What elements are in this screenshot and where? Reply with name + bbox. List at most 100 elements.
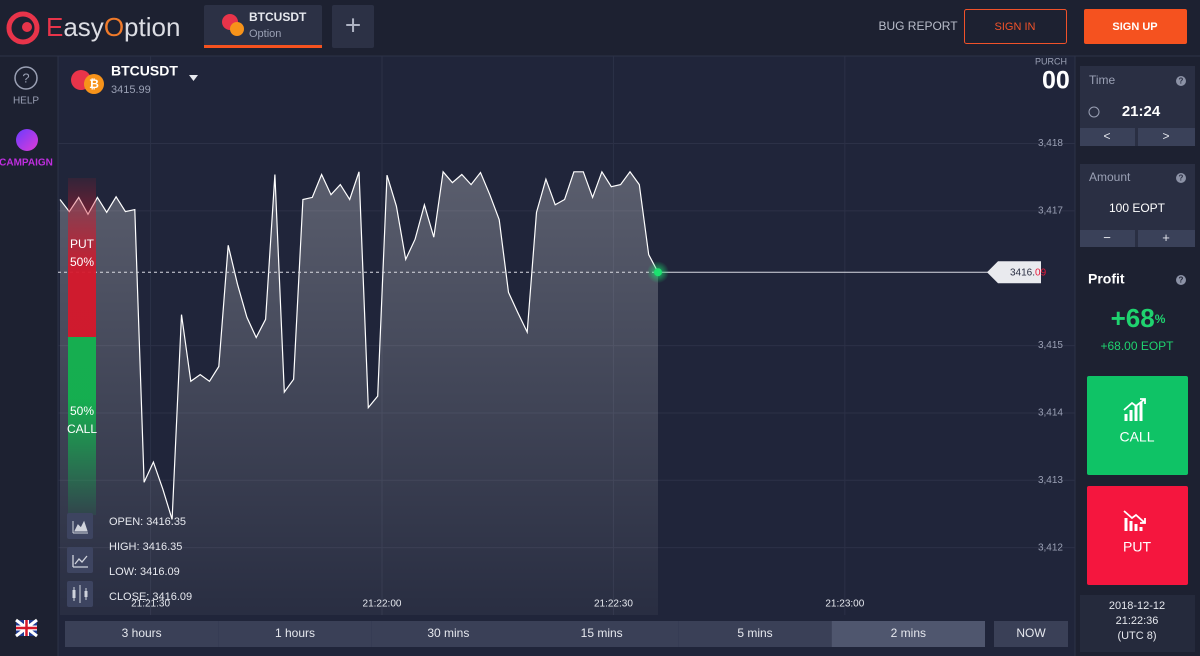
add-tab-background bbox=[332, 5, 374, 48]
asset-tab[interactable]: BTCUSDT Option bbox=[204, 5, 322, 48]
add-tab-icon: + bbox=[345, 9, 361, 40]
x-tick-label: 21:21:30 bbox=[131, 599, 170, 610]
call-percent: 50% bbox=[70, 404, 94, 418]
amount-help-mark: ? bbox=[1179, 174, 1184, 183]
put-icon-bars bbox=[1124, 518, 1143, 531]
price-area bbox=[60, 171, 658, 616]
call-sentiment bbox=[68, 337, 96, 515]
ohlc-line: LOW: 3416.09 bbox=[109, 566, 180, 578]
line-chart-icon bbox=[72, 555, 88, 568]
sign-in-border bbox=[964, 9, 1067, 44]
profit-help-icon[interactable] bbox=[1176, 275, 1186, 285]
bug-report-link[interactable]: BUG REPORT bbox=[878, 19, 958, 33]
tab-underline bbox=[204, 45, 322, 48]
tab-icon-btc bbox=[230, 22, 244, 36]
price-tag-text: 3416.09 bbox=[1010, 267, 1047, 278]
help-label: HELP bbox=[13, 96, 39, 107]
timeframe-button[interactable] bbox=[831, 621, 985, 647]
ohlc-line: HIGH: 3416.35 bbox=[109, 541, 182, 553]
call-button[interactable]: CALL bbox=[1087, 376, 1188, 475]
amount-plus-label: + bbox=[1162, 230, 1170, 245]
asset-icon-glyph: ₿ bbox=[89, 77, 99, 91]
server-date: 2018-12-12 bbox=[1109, 600, 1165, 612]
candle-chart-body bbox=[72, 590, 76, 598]
price-tag-decimals: 09 bbox=[1035, 267, 1047, 278]
logo-letter: E bbox=[46, 12, 63, 42]
x-tick-label: 21:22:30 bbox=[594, 599, 633, 610]
timeframe-button[interactable] bbox=[525, 621, 679, 647]
sentiment-bar: PUT 50% 50% CALL bbox=[67, 178, 97, 515]
add-tab-button[interactable]: + bbox=[332, 5, 374, 48]
profit-help-mark: ? bbox=[1179, 276, 1184, 285]
time-next-label: > bbox=[1162, 129, 1169, 143]
chart-type-buttons bbox=[67, 513, 93, 607]
x-tick-label: 21:22:00 bbox=[363, 599, 402, 610]
amount-minus-button[interactable] bbox=[1080, 230, 1135, 247]
price-line bbox=[59, 170, 659, 520]
y-tick-label: 3,417 bbox=[1038, 206, 1063, 217]
put-percent: 50% bbox=[70, 255, 94, 269]
amount-label: Amount bbox=[1089, 170, 1131, 184]
server-timezone: (UTC 8) bbox=[1117, 630, 1156, 642]
time-prev-label: < bbox=[1103, 129, 1110, 143]
asset-icon-btc bbox=[84, 74, 104, 94]
timeframe-bar: 3 hours 1 hours 30 mins 15 mins 5 mins 2 mins bbox=[65, 621, 985, 647]
timeframe-button[interactable] bbox=[678, 621, 832, 647]
price-tag-integer: 3416. bbox=[1010, 267, 1035, 278]
help-button[interactable]: ? HELP bbox=[13, 66, 39, 107]
time-help-mark: ? bbox=[1179, 77, 1184, 86]
tab-kind: Option bbox=[249, 28, 281, 40]
time-box: Time ? 21:24 < > bbox=[1080, 66, 1195, 146]
server-time: 2018-12-12 21:22:36 (UTC 8) bbox=[1080, 595, 1195, 652]
asset-dropdown-caret bbox=[189, 75, 198, 81]
call-label: CALL bbox=[67, 422, 97, 436]
y-tick-label: 3,412 bbox=[1038, 542, 1063, 553]
sign-in-button[interactable]: SIGN IN bbox=[964, 9, 1067, 44]
ohlc-info: OPEN: 3416.35 HIGH: 3416.35 LOW: 3416.09 CL… bbox=[109, 516, 192, 603]
x-tick-label: 21:23:00 bbox=[825, 599, 864, 610]
call-icon-arrow bbox=[1123, 398, 1146, 411]
call-icon-bars bbox=[1124, 402, 1143, 421]
amount-help-icon[interactable] bbox=[1176, 173, 1186, 183]
logo-part: asy bbox=[63, 12, 103, 42]
amount-plus-button[interactable] bbox=[1138, 230, 1195, 247]
ohlc-line: OPEN: 3416.35 bbox=[109, 516, 186, 528]
timeframe-button[interactable] bbox=[65, 621, 219, 647]
server-time-background bbox=[1080, 595, 1195, 652]
sign-up-button[interactable]: SIGN UP bbox=[1084, 9, 1187, 44]
timeframe-button[interactable] bbox=[218, 621, 372, 647]
logo[interactable]: EasyOption bbox=[6, 11, 180, 45]
campaign-button[interactable]: CAMPAIGN bbox=[0, 129, 53, 169]
timeframe-button[interactable] bbox=[371, 621, 525, 647]
purchase-countdown: 00 bbox=[1042, 67, 1070, 95]
ohlc-line: CLOSE: 3416.09 bbox=[109, 591, 192, 603]
amount-value[interactable]: 100 EOPT bbox=[1109, 201, 1166, 215]
price-tag bbox=[987, 261, 1041, 284]
help-icon-mark: ? bbox=[22, 70, 29, 85]
now-label: NOW bbox=[1016, 626, 1046, 640]
area-chart-button[interactable] bbox=[67, 513, 93, 539]
logo-text: EasyOption bbox=[46, 12, 180, 42]
timeframe-label: 30 mins bbox=[427, 626, 469, 640]
put-label: PUT bbox=[1123, 539, 1151, 555]
language-flag[interactable] bbox=[15, 618, 38, 638]
put-icon-arrow bbox=[1123, 510, 1146, 524]
profit-box: Profit ? +68% +68.00 EOPT bbox=[1088, 271, 1186, 353]
chart bbox=[58, 56, 1075, 616]
call-background bbox=[1087, 376, 1188, 475]
time-value: 21:24 bbox=[1122, 103, 1161, 120]
sign-up-background bbox=[1084, 9, 1187, 44]
logo-icon-dot bbox=[22, 22, 32, 32]
now-button[interactable]: NOW bbox=[994, 621, 1068, 647]
amount-minus-label: − bbox=[1103, 230, 1111, 245]
put-button[interactable]: PUT bbox=[1087, 486, 1188, 585]
time-prev-button[interactable] bbox=[1080, 128, 1135, 146]
y-tick-label: 3,418 bbox=[1038, 138, 1063, 149]
asset-selector[interactable]: ₿ BTCUSDT 3415.99 bbox=[71, 63, 198, 96]
time-next-button[interactable] bbox=[1138, 128, 1195, 146]
time-help-icon[interactable] bbox=[1176, 76, 1186, 86]
profit-label: Profit bbox=[1088, 271, 1125, 287]
y-tick-label: 3,414 bbox=[1038, 408, 1063, 419]
call-label: CALL bbox=[1119, 429, 1154, 445]
